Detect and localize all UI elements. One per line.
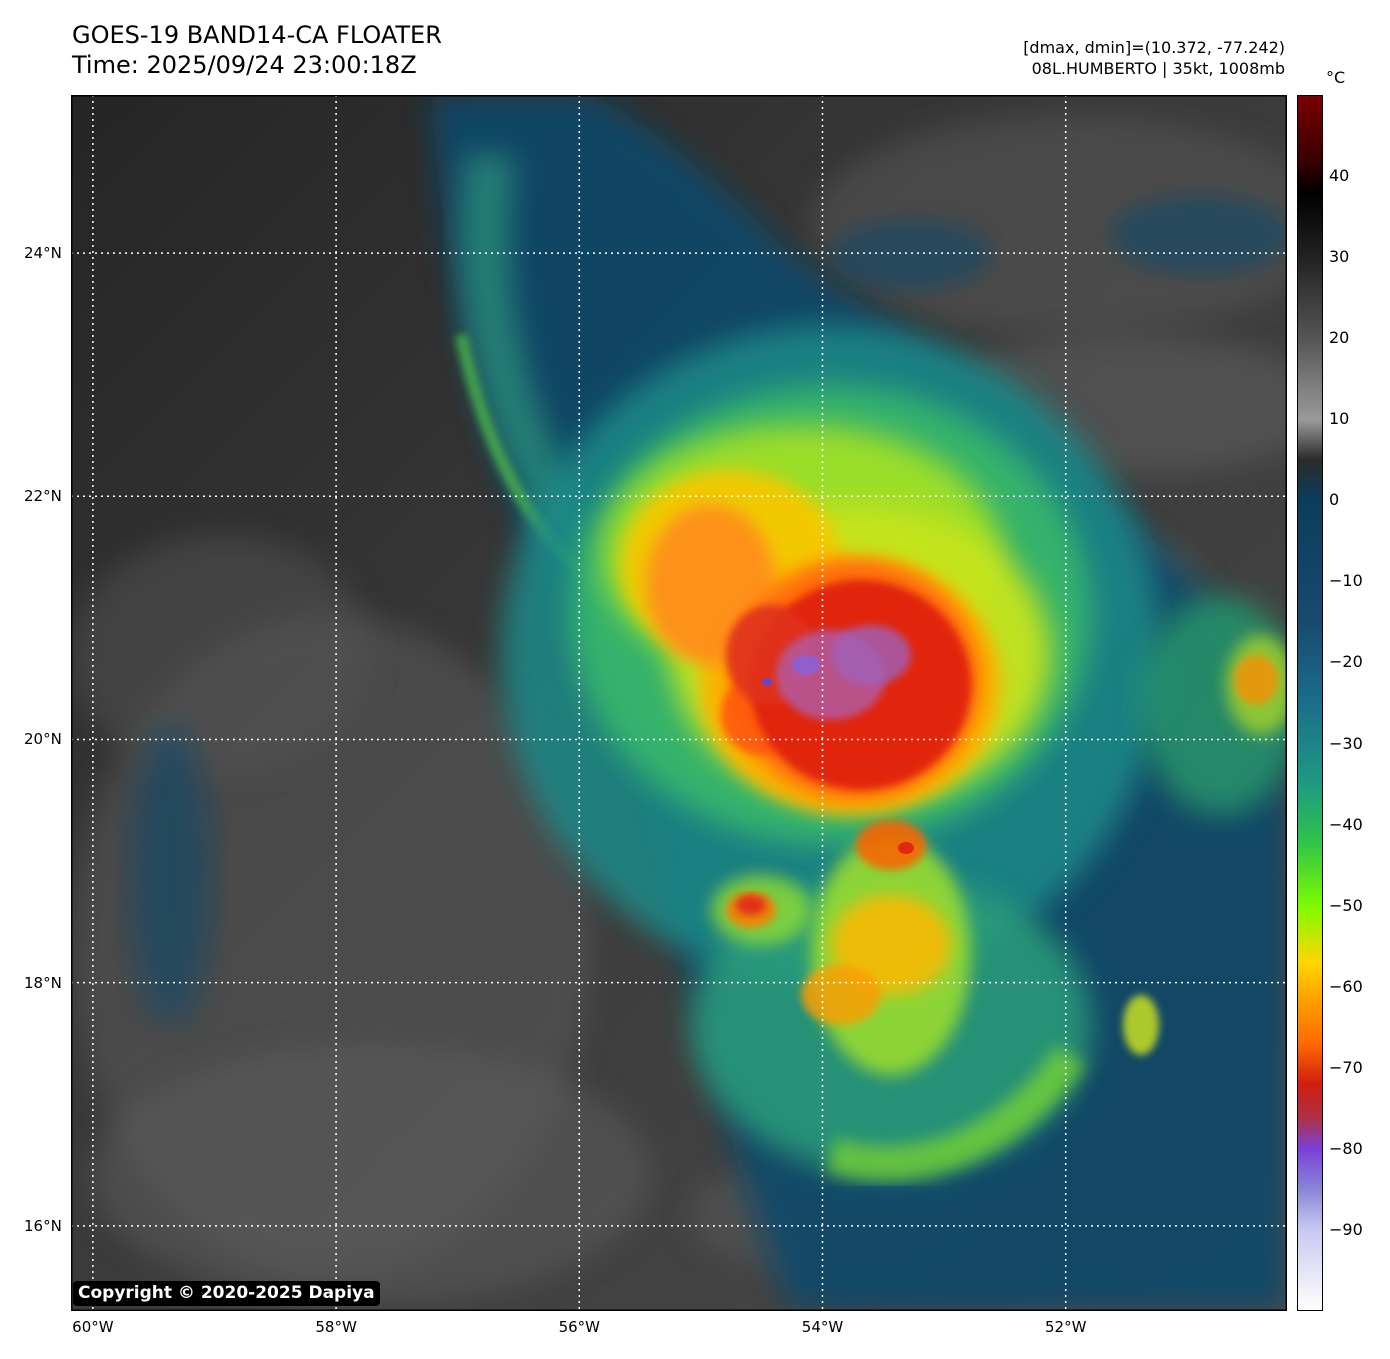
colorbar (1297, 95, 1323, 1311)
colorbar-unit: °C (1326, 68, 1346, 87)
lat-lon-gridlines (71, 95, 1287, 1311)
storm-info: 08L.HUMBERTO | 35kt, 1008mb (1031, 59, 1285, 78)
colorbar-tick: −80 (1329, 1138, 1363, 1158)
lat-label: 18°N (24, 973, 62, 992)
colorbar-tick: 40 (1329, 166, 1350, 186)
product-title: GOES-19 BAND14-CA FLOATER (72, 21, 442, 49)
lat-label: 24°N (24, 244, 62, 263)
colorbar-tick: −40 (1329, 814, 1363, 834)
colorbar-tick: 0 (1329, 490, 1340, 510)
lat-label: 22°N (24, 487, 62, 506)
colorbar-tick: −70 (1329, 1057, 1363, 1077)
lon-label: 52°W (1044, 1318, 1087, 1336)
lon-label: 60°W (72, 1318, 114, 1336)
colorbar-tick: −30 (1329, 733, 1363, 753)
map-frame (71, 95, 1287, 1311)
lat-label: 16°N (24, 1216, 62, 1235)
satellite-map (71, 95, 1287, 1311)
copyright-badge: Copyright © 2020-2025 Dapiya (73, 1281, 380, 1306)
colorbar-tick: −20 (1329, 652, 1363, 672)
cloud-shield (131, 95, 1287, 1311)
colorbar-tick: −60 (1329, 976, 1363, 996)
colorbar-tick: −10 (1329, 571, 1363, 591)
observation-time: Time: 2025/09/24 23:00:18Z (72, 51, 417, 79)
colorbar-tick: −50 (1329, 895, 1363, 915)
dmax-dmin-readout: [dmax, dmin]=(10.372, -77.242) (1023, 38, 1285, 57)
lat-label: 20°N (24, 730, 62, 749)
colorbar-tick: 10 (1329, 409, 1350, 429)
lon-label: 56°W (558, 1318, 600, 1336)
colorbar-tick: 30 (1329, 247, 1350, 267)
colorbar-tick: −90 (1329, 1219, 1363, 1239)
lon-label: 54°W (801, 1318, 844, 1336)
colorbar-tick: 20 (1329, 328, 1350, 348)
lon-label: 58°W (315, 1318, 357, 1336)
